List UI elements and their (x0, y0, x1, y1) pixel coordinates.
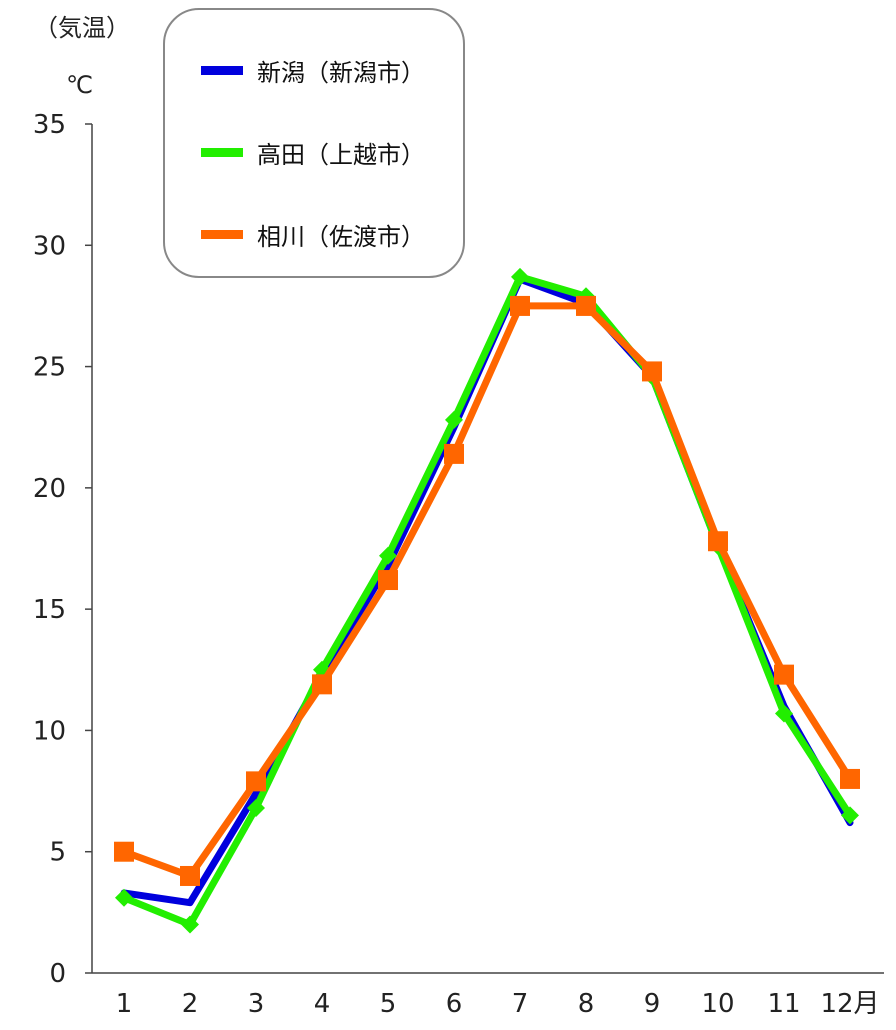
data-point-square (180, 865, 200, 886)
data-point-square (510, 295, 530, 316)
data-point-diamond (511, 267, 529, 286)
data-point-diamond (181, 915, 199, 934)
legend-label-aikawa: 相川（佐渡市） (257, 222, 425, 251)
legend-swatch-aikawa (201, 229, 243, 239)
y-tick-label: 10 (33, 716, 66, 746)
series-line-2 (120, 302, 854, 880)
series-layer (114, 267, 860, 934)
legend: 新潟（新潟市） 高田（上越市） 相川（佐渡市） (163, 8, 465, 278)
data-point-square (444, 443, 464, 464)
series-line-1 (120, 273, 854, 928)
y-tick-label: 15 (33, 595, 66, 625)
x-tick-label: 7 (512, 989, 529, 1019)
data-point-square (246, 771, 266, 792)
data-point-square (312, 674, 332, 695)
x-tick-label: 3 (248, 989, 265, 1019)
legend-label-niigata: 新潟（新潟市） (257, 58, 425, 87)
data-point-square (708, 531, 728, 552)
x-tick-label: 1 (116, 989, 133, 1019)
x-tick-label: 4 (314, 989, 331, 1019)
x-tick-label: 11 (767, 989, 800, 1019)
y-axis-unit-symbol: ℃ (66, 71, 93, 99)
data-point-diamond (445, 410, 463, 429)
data-point-diamond (247, 799, 265, 818)
x-tick-label: 6 (446, 989, 463, 1019)
x-tick-label: 10 (701, 989, 734, 1019)
y-tick-label: 30 (33, 231, 66, 261)
data-point-square (576, 295, 596, 316)
data-point-diamond (775, 704, 793, 723)
axes: 0 5 10 15 20 25 30 35 1 2 3 4 5 6 7 8 9 10 11 12月 (33, 110, 884, 1019)
y-tick-label: 35 (33, 110, 66, 140)
y-axis-unit-label: （気温） (34, 14, 130, 42)
y-tick-label: 5 (49, 838, 66, 868)
x-tick-label: 12月 (820, 989, 879, 1019)
legend-label-takada: 高田（上越市） (257, 140, 425, 169)
x-tick-label: 9 (644, 989, 661, 1019)
x-tick-label: 8 (578, 989, 595, 1019)
legend-item-aikawa: 相川（佐渡市） (201, 214, 425, 254)
data-point-square (378, 570, 398, 591)
legend-swatch-niigata (201, 65, 243, 75)
data-point-square (840, 768, 860, 789)
legend-swatch-takada (201, 147, 243, 157)
y-tick-label: 0 (49, 959, 66, 989)
data-point-square (114, 841, 134, 862)
data-point-diamond (115, 888, 133, 907)
y-tick-label: 25 (33, 353, 66, 383)
y-tick-label: 20 (33, 474, 66, 504)
x-tick-label: 5 (380, 989, 397, 1019)
legend-item-takada: 高田（上越市） (201, 132, 425, 172)
legend-item-niigata: 新潟（新潟市） (201, 50, 425, 90)
data-point-diamond (841, 806, 859, 825)
data-point-diamond (379, 546, 397, 565)
x-tick-label: 2 (182, 989, 199, 1019)
data-point-square (774, 664, 794, 685)
data-point-square (642, 361, 662, 382)
